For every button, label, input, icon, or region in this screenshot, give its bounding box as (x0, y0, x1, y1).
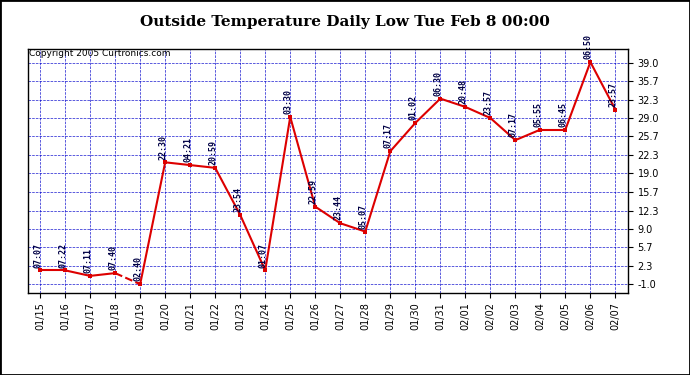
Text: 06:45: 06:45 (558, 102, 567, 127)
Text: 05:07: 05:07 (358, 204, 367, 229)
Text: 07:22: 07:22 (58, 243, 67, 268)
Text: 07:17: 07:17 (509, 112, 518, 137)
Text: 07:11: 07:11 (83, 248, 92, 273)
Text: 04:21: 04:21 (183, 137, 193, 162)
Text: 02:40: 02:40 (133, 256, 142, 281)
Text: 03:30: 03:30 (283, 89, 293, 114)
Text: 01:02: 01:02 (408, 95, 417, 120)
Text: 23:44: 23:44 (333, 195, 342, 220)
Text: 01:07: 01:07 (258, 243, 267, 268)
Text: 20:59: 20:59 (208, 140, 217, 165)
Text: 06:30: 06:30 (433, 71, 442, 96)
Text: 22:59: 22:59 (308, 179, 317, 204)
Text: 23:57: 23:57 (609, 82, 618, 107)
Text: 06:50: 06:50 (583, 34, 593, 59)
Text: 07:40: 07:40 (108, 245, 117, 270)
Text: 23:57: 23:57 (483, 90, 493, 115)
Text: Outside Temperature Daily Low Tue Feb 8 00:00: Outside Temperature Daily Low Tue Feb 8 … (140, 15, 550, 29)
Text: 07:17: 07:17 (383, 123, 393, 148)
Text: 07:07: 07:07 (33, 243, 42, 268)
Text: Copyright 2005 Curtronics.com: Copyright 2005 Curtronics.com (29, 50, 170, 58)
Text: 22:30: 22:30 (158, 135, 167, 159)
Text: 05:55: 05:55 (533, 102, 542, 127)
Text: 20:48: 20:48 (458, 79, 467, 104)
Text: 23:54: 23:54 (233, 187, 242, 212)
